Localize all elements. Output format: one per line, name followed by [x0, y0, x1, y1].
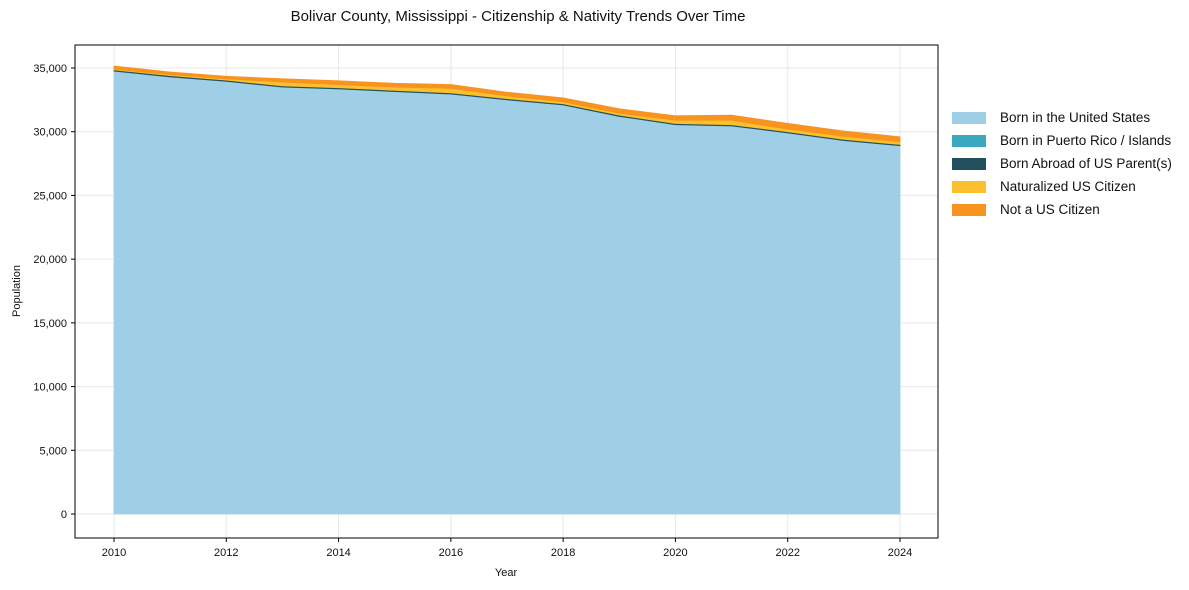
legend-swatch: [952, 157, 986, 170]
legend-swatch: [952, 180, 986, 193]
legend-label: Born in Puerto Rico / Islands: [1000, 133, 1172, 148]
y-tick-label: 0: [61, 509, 67, 521]
y-axis-ticks: 0 5,000 10,000 15,000 20,000 25,000 30,000 35,0…: [33, 63, 75, 521]
legend-swatch: [952, 134, 986, 147]
stacked-areas: [113, 65, 901, 515]
y-tick-label: 10,000: [33, 382, 67, 394]
legend-item-born-us: Born in the United States: [952, 106, 1172, 129]
area-series: [113, 65, 901, 143]
y-tick-label: 25,000: [33, 190, 67, 202]
chart-title: Bolivar County, Mississippi - Citizenshi…: [290, 8, 746, 25]
legend-item-born-pr: Born in Puerto Rico / Islands: [952, 129, 1172, 152]
legend-swatch: [952, 203, 986, 216]
x-axis-label: Year: [495, 567, 518, 579]
legend-label: Naturalized US Citizen: [1000, 179, 1136, 194]
x-tick-label: 2012: [214, 547, 238, 559]
legend-label: Born Abroad of US Parent(s): [1000, 156, 1172, 171]
legend-item-not-citizen: Not a US Citizen: [952, 198, 1172, 221]
y-tick-label: 35,000: [33, 63, 67, 75]
legend-label: Born in the United States: [1000, 110, 1151, 125]
area-series: [113, 70, 901, 515]
x-tick-label: 2024: [888, 547, 912, 559]
legend-swatch: [952, 111, 986, 124]
x-tick-label: 2010: [102, 547, 126, 559]
x-tick-label: 2020: [663, 547, 687, 559]
legend: Born in the United States Born in Puerto…: [952, 106, 1172, 221]
x-tick-label: 2016: [439, 547, 463, 559]
legend-item-born-abroad: Born Abroad of US Parent(s): [952, 152, 1172, 175]
legend-item-naturalized: Naturalized US Citizen: [952, 175, 1172, 198]
y-tick-label: 5,000: [39, 445, 67, 457]
y-tick-label: 15,000: [33, 318, 67, 330]
y-axis-label: Population: [11, 265, 23, 317]
x-tick-label: 2018: [551, 547, 575, 559]
x-axis-ticks: 2010 2012 2014 2016 2018 2020 2022 2024: [102, 538, 912, 559]
x-tick-label: 2022: [775, 547, 799, 559]
y-tick-label: 30,000: [33, 127, 67, 139]
x-tick-label: 2014: [326, 547, 350, 559]
legend-label: Not a US Citizen: [1000, 202, 1100, 217]
y-tick-label: 20,000: [33, 254, 67, 266]
plot-frame: [74, 44, 939, 539]
